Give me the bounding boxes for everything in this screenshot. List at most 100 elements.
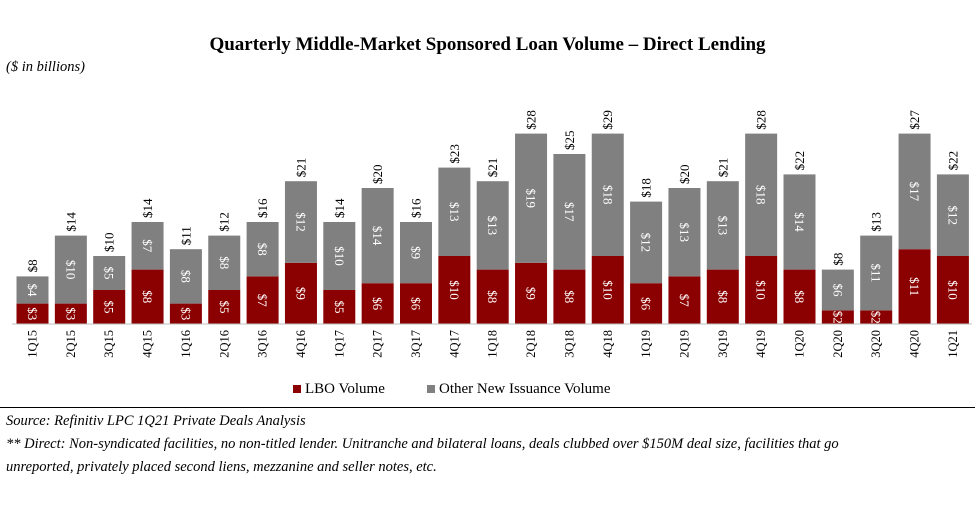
bar-lbo-4Q20	[898, 249, 931, 324]
x-tick-labels-layer: 1Q15 2Q15 3Q15 4Q15 1Q16 2Q16 3Q16 4Q16 1Q17 2Q17…	[26, 330, 960, 358]
other-value-label-3Q15: $5	[102, 267, 117, 280]
x-tick-label-4Q15: 4Q15	[141, 330, 155, 358]
other-value-label-3Q16: $8	[255, 243, 270, 256]
other-value-label-1Q20: $14	[792, 212, 807, 232]
other-value-label-2Q16: $8	[217, 256, 232, 269]
bar-other-2Q17	[361, 188, 394, 284]
total-label-3Q17: $16	[409, 198, 424, 218]
lbo-value-label-4Q20: $11	[907, 277, 922, 296]
bar-other-4Q15	[131, 222, 164, 270]
x-tick-label-3Q17: 3Q17	[409, 330, 423, 358]
bar-lbo-1Q21	[936, 256, 969, 324]
lbo-value-label-4Q16: $9	[293, 287, 308, 300]
lbo-value-label-3Q16: $7	[255, 294, 270, 308]
source-note: Source: Refinitiv LPC 1Q21 Private Deals…	[6, 413, 306, 429]
legend-label-lbo: LBO Volume	[305, 381, 385, 397]
x-tick-label-4Q17: 4Q17	[447, 330, 461, 358]
x-tick-label-2Q18: 2Q18	[524, 330, 538, 358]
total-label-2Q19: $20	[677, 165, 692, 185]
lbo-value-label-1Q16: $3	[178, 307, 193, 320]
total-label-4Q15: $14	[140, 198, 155, 218]
total-label-2Q17: $20	[370, 165, 385, 185]
bar-other-4Q19	[745, 133, 778, 256]
bar-lbo-3Q20	[860, 310, 893, 324]
x-tick-label-1Q17: 1Q17	[332, 330, 346, 358]
x-tick-label-2Q17: 2Q17	[371, 330, 385, 358]
other-value-label-1Q21: $12	[945, 205, 960, 225]
bar-lbo-4Q16	[284, 262, 317, 324]
total-label-1Q17: $14	[332, 198, 347, 218]
lbo-value-label-3Q15: $5	[102, 301, 117, 314]
x-tick-label-3Q15: 3Q15	[102, 330, 116, 358]
x-tick-label-4Q18: 4Q18	[601, 330, 615, 358]
bar-lbo-1Q20	[783, 269, 816, 324]
total-label-4Q19: $28	[754, 110, 769, 130]
other-value-label-3Q19: $13	[715, 216, 730, 236]
other-value-label-2Q19: $13	[677, 222, 692, 242]
bar-other-1Q18	[476, 181, 509, 270]
lbo-value-label-3Q17: $6	[409, 297, 424, 311]
total-label-1Q20: $22	[792, 151, 807, 171]
other-value-label-1Q17: $10	[332, 246, 347, 266]
bar-lbo-2Q19	[668, 276, 701, 324]
lbo-value-label-3Q20: $2	[869, 311, 884, 324]
bar-other-2Q16	[208, 235, 241, 290]
bar-lbo-3Q19	[706, 269, 739, 324]
other-value-label-3Q20: $11	[869, 263, 884, 282]
x-tick-label-3Q16: 3Q16	[256, 330, 270, 358]
lbo-value-label-1Q21: $10	[945, 280, 960, 300]
bar-other-3Q15	[93, 256, 126, 290]
bar-lbo-2Q17	[361, 283, 394, 324]
other-value-label-2Q20: $6	[830, 284, 845, 298]
lbo-value-label-3Q19: $8	[715, 290, 730, 303]
total-label-1Q16: $11	[178, 226, 193, 245]
footnote-line-1: ** Direct: Non-syndicated facilities, no…	[6, 436, 839, 452]
x-tick-label-2Q19: 2Q19	[677, 330, 691, 358]
total-label-3Q16: $16	[255, 198, 270, 218]
bar-other-4Q20	[898, 133, 931, 250]
x-tick-label-1Q21: 1Q21	[946, 330, 960, 358]
lbo-value-label-1Q17: $5	[332, 301, 347, 314]
x-tick-label-4Q19: 4Q19	[754, 330, 768, 358]
bar-lbo-1Q15	[16, 303, 49, 324]
other-value-label-4Q16: $12	[293, 212, 308, 232]
lbo-value-label-1Q15: $3	[25, 307, 40, 320]
total-label-3Q15: $10	[102, 233, 117, 253]
bar-other-2Q18	[515, 133, 548, 263]
bar-lbo-1Q17	[323, 290, 356, 324]
bar-lbo-3Q16	[246, 276, 279, 324]
lbo-value-label-2Q20: $2	[830, 311, 845, 324]
bar-lbo-1Q18	[476, 269, 509, 324]
x-tick-label-1Q18: 1Q18	[486, 330, 500, 358]
bar-other-4Q18	[591, 133, 624, 256]
lbo-value-label-2Q15: $3	[63, 307, 78, 320]
total-label-4Q18: $29	[600, 110, 615, 130]
lbo-value-label-2Q17: $6	[370, 297, 385, 311]
other-value-label-4Q17: $13	[447, 202, 462, 222]
bar-lbo-2Q18	[515, 262, 548, 324]
bar-lbo-3Q18	[553, 269, 586, 324]
bar-other-3Q19	[706, 181, 739, 270]
bar-lbo-4Q19	[745, 256, 778, 324]
x-tick-label-3Q19: 3Q19	[716, 330, 730, 358]
lbo-value-label-4Q17: $10	[447, 280, 462, 300]
lbo-value-label-4Q18: $10	[600, 280, 615, 300]
bar-other-1Q19	[630, 201, 663, 284]
total-label-2Q15: $14	[63, 212, 78, 232]
other-value-label-3Q17: $9	[409, 246, 424, 259]
total-label-2Q16: $12	[217, 212, 232, 232]
other-value-label-1Q18: $13	[485, 216, 500, 236]
bar-lbo-2Q20	[821, 310, 854, 324]
other-value-label-4Q15: $7	[140, 239, 155, 253]
bar-other-1Q21	[936, 174, 969, 256]
lbo-value-label-2Q16: $5	[217, 301, 232, 314]
bar-other-1Q15	[16, 276, 49, 304]
bar-lbo-4Q18	[591, 256, 624, 324]
bar-other-1Q17	[323, 222, 356, 290]
lbo-value-label-4Q19: $10	[754, 280, 769, 300]
footnote-line-2: unreported, privately placed second lien…	[6, 459, 437, 475]
bar-other-2Q15	[54, 235, 87, 304]
unit-label: ($ in billions)	[6, 59, 85, 75]
lbo-value-label-3Q18: $8	[562, 290, 577, 303]
lbo-value-label-2Q18: $9	[524, 287, 539, 300]
